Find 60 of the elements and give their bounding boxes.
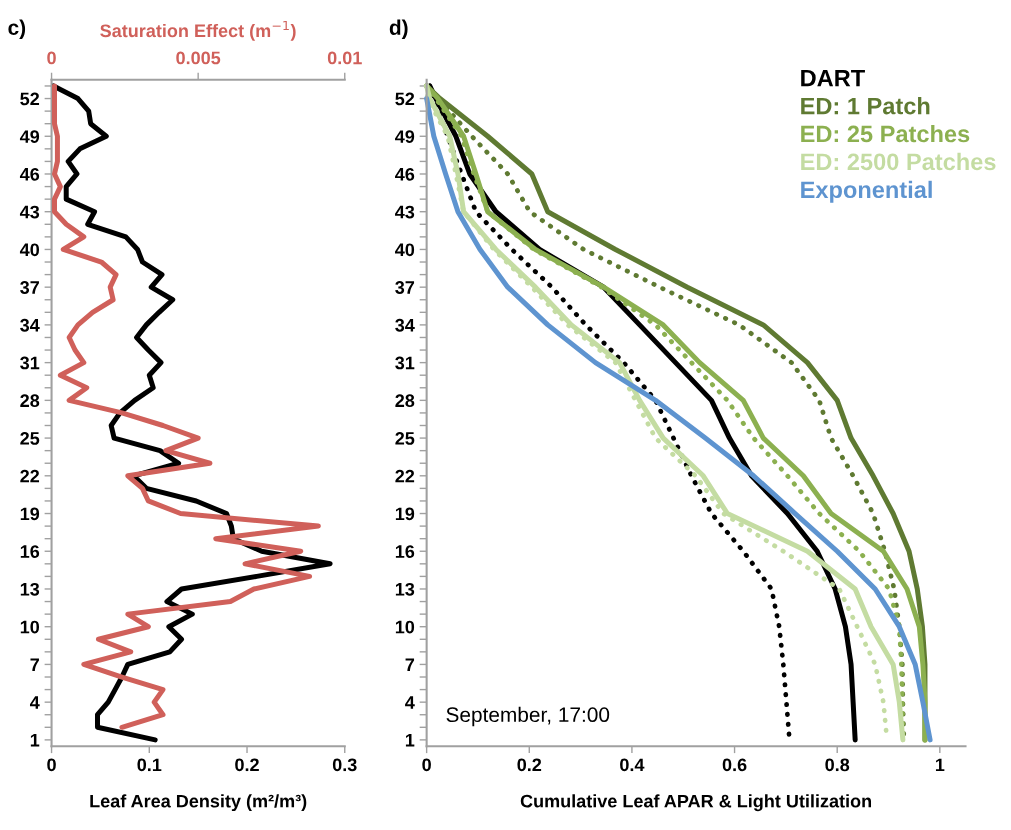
x-tick-label: 0.6	[722, 758, 747, 772]
y-tick-label: 16	[395, 545, 415, 558]
text: ED: 2500 Patches	[801, 152, 996, 171]
x2-tick-label: 0	[47, 51, 56, 65]
y-tick-label: 7	[405, 658, 415, 671]
y-tick-label: 10	[395, 620, 415, 634]
y-tick-label: 1	[30, 734, 40, 747]
y-tick-label: 25	[20, 432, 40, 445]
x-axis-title: Cumulative Leaf APAR & Light Utilization	[520, 794, 872, 812]
y-tick-label: 28	[20, 394, 40, 408]
y-tick-label: 37	[395, 281, 415, 294]
y-tick-label: 19	[20, 507, 40, 521]
y-tick-label: 4	[405, 696, 415, 709]
y-tick-label: 40	[395, 243, 415, 257]
y-tick-label: 46	[395, 167, 415, 181]
y-tick-label: 46	[19, 167, 40, 181]
x2-tick-label: 0.005	[176, 51, 221, 65]
y-tick-label: 31	[395, 356, 415, 370]
y-tick-label: 49	[395, 130, 415, 143]
y-tick-label: 4	[29, 696, 40, 709]
y-tick-label: 19	[395, 507, 415, 521]
y-tick-label: 13	[20, 582, 40, 596]
x2-axis-title: Saturation Effect (m$^{−1}$)	[100, 20, 296, 41]
x2-tick-label: 0.01	[327, 51, 362, 65]
x-tick-label: 0.4	[620, 758, 645, 772]
y-tick-label: 43	[395, 205, 415, 219]
x-tick-label: 0	[47, 758, 56, 772]
y-tick-label: 16	[20, 545, 40, 558]
y-tick-label: 13	[395, 582, 415, 596]
y-tick-label: 52	[395, 92, 415, 106]
text: DART	[801, 70, 865, 87]
chart-title: d)	[389, 19, 408, 40]
x-tick-label: 0.1	[137, 758, 162, 772]
x-tick-label: 0.8	[825, 758, 850, 772]
annotation: September, 17:00	[446, 706, 610, 727]
y-tick-label: 49	[19, 130, 40, 143]
chart-title: c)	[8, 19, 26, 40]
y-tick-label: 34	[395, 318, 415, 332]
x-tick-label: 0	[422, 758, 431, 772]
y-tick-label: 25	[395, 432, 415, 445]
text: ED: 1 Patch	[801, 97, 930, 115]
x-tick-label: 0.2	[517, 758, 542, 772]
x-tick-label: 0.3	[332, 758, 357, 772]
text: Exponential	[801, 180, 932, 203]
y-tick-label: 7	[30, 658, 39, 671]
x-tick-label: 1	[935, 758, 945, 772]
y-tick-label: 28	[395, 394, 415, 408]
x-tick-label: 0.2	[235, 758, 259, 772]
y-tick-label: 34	[20, 318, 40, 332]
y-tick-label: 37	[20, 281, 39, 294]
y-tick-label: 22	[20, 469, 40, 483]
y-tick-label: 10	[20, 620, 40, 634]
y-tick-label: 40	[19, 243, 40, 257]
y-tick-label: 22	[395, 469, 415, 483]
text: ED: 25 Patches	[801, 124, 970, 143]
y-tick-label: 43	[19, 205, 40, 219]
y-tick-label: 31	[20, 356, 40, 370]
y-tick-label: 52	[20, 92, 40, 106]
x-axis-title: Leaf Area Density (m²/m³)	[90, 794, 307, 812]
y-tick-label: 1	[405, 734, 415, 747]
